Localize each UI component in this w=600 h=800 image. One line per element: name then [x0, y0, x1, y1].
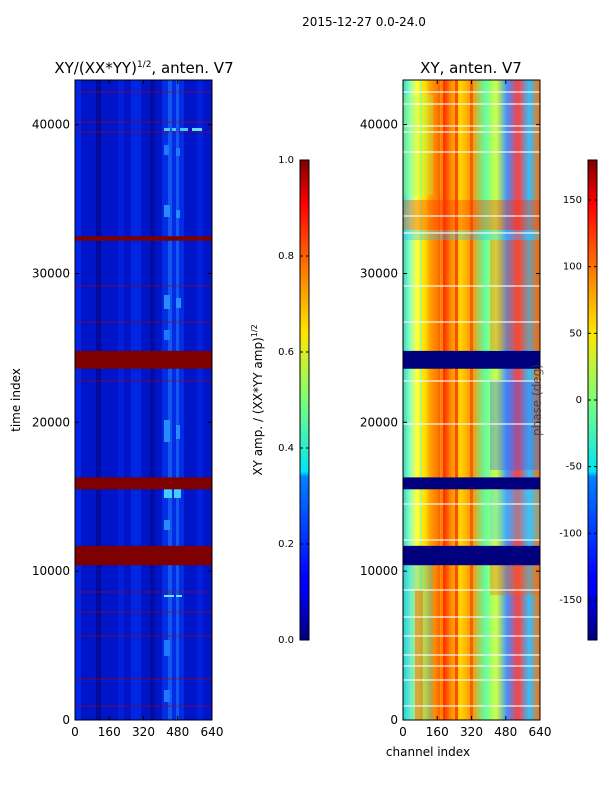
figure-suptitle: 2015-12-27 0.0-24.0	[302, 15, 426, 29]
phase-colorbar-tick-label: 100	[563, 262, 582, 273]
amplitude-xtick-label: 480	[166, 725, 189, 739]
panel-phase: XY, anten. V7	[360, 59, 552, 759]
phase-colorbar-label: phase (deg)	[530, 364, 544, 436]
amplitude-speckle	[164, 128, 202, 702]
phase-colorbar-tick-label: 50	[569, 328, 582, 339]
amplitude-title: XY/(XX*YY)1/2, anten. V7	[54, 59, 233, 77]
amplitude-colorbar-tick-label: 0.2	[278, 539, 294, 550]
amplitude-colorbar-tick-label: 0.6	[278, 347, 294, 358]
amplitude-ytick-label: 10000	[32, 564, 70, 578]
amplitude-row-lines	[75, 91, 212, 707]
phase-colorbar-ticks: -150 -100 -50 0 50 100 150	[559, 195, 597, 606]
phase-flagged-band	[403, 545, 540, 566]
amplitude-colorbar-gradient	[299, 159, 310, 641]
amplitude-colorbar-ticks: 0.0 0.2 0.4 0.6 0.8 1.0	[278, 155, 309, 646]
panel-amplitude: XY/(XX*YY)1/2, anten. V7	[9, 59, 234, 739]
phase-colorbar-tick-label: 0	[576, 395, 582, 406]
phase-flagged-band	[403, 477, 540, 490]
amplitude-ytick-label: 20000	[32, 415, 70, 429]
amplitude-xtick-label: 160	[98, 725, 121, 739]
phase-ytick-label: 40000	[360, 118, 398, 132]
amplitude-ytick-label: 30000	[32, 266, 70, 280]
phase-heatmap	[403, 80, 540, 720]
amplitude-ytick-label: 0	[62, 713, 70, 727]
phase-xtick-label: 640	[529, 725, 552, 739]
amplitude-colorbar-tick-label: 1.0	[278, 155, 294, 166]
phase-xlabel: channel index	[386, 745, 470, 759]
amplitude-flagged-bands	[75, 236, 212, 566]
phase-colorbar-tick-label: 150	[563, 195, 582, 206]
amplitude-heatmap	[75, 80, 212, 720]
phase-ytick-label: 20000	[360, 415, 398, 429]
phase-ytick-label: 10000	[360, 564, 398, 578]
amplitude-flagged-band	[75, 545, 212, 566]
phase-ytick-label: 0	[390, 713, 398, 727]
amplitude-ylabel: time index	[9, 368, 23, 432]
amplitude-xtick-label: 0	[71, 725, 79, 739]
amplitude-flagged-band	[75, 350, 212, 369]
phase-row-lines	[403, 91, 540, 707]
phase-flagged-band	[403, 350, 540, 369]
phase-colorbar-tick-label: -100	[559, 528, 582, 539]
amplitude-colorbar-tick-label: 0.4	[278, 443, 294, 454]
amplitude-flagged-band	[75, 236, 212, 241]
amplitude-ytick-label: 40000	[32, 118, 70, 132]
amplitude-background	[75, 80, 212, 720]
phase-channel-stripes	[420, 80, 473, 720]
amplitude-colorbar-tick-label: 0.0	[278, 635, 294, 646]
phase-axes: 0 160 320 480 640 0 10000 20000 30000 40000	[360, 80, 552, 739]
amplitude-xtick-label: 320	[132, 725, 155, 739]
phase-xtick-label: 320	[460, 725, 483, 739]
amplitude-flagged-band	[75, 477, 212, 490]
amplitude-colorbar-label: XY amp. / (XX*YY amp)1/2	[250, 324, 265, 475]
phase-ytick-label: 30000	[360, 266, 398, 280]
phase-flagged-bands	[403, 350, 540, 566]
phase-colorbar-tick-label: -50	[566, 462, 582, 473]
amplitude-colorbar-tick-label: 0.8	[278, 251, 294, 262]
amplitude-axes: 0 160 320 480 640 0 10000 20000 30000 40000	[32, 80, 224, 739]
phase-colorbar-tick-label: -150	[559, 595, 582, 606]
phase-xtick-label: 0	[399, 725, 407, 739]
amplitude-xtick-label: 640	[201, 725, 224, 739]
phase-xtick-label: 480	[494, 725, 517, 739]
phase-title: XY, anten. V7	[420, 59, 522, 77]
amplitude-colorbar: 0.0 0.2 0.4 0.6 0.8 1.0 XY amp. / (XX*YY amp)…	[250, 155, 310, 646]
phase-xtick-label: 160	[426, 725, 449, 739]
phase-colorbar: -150 -100 -50 0 50 100 150 phase (deg)	[530, 159, 598, 641]
